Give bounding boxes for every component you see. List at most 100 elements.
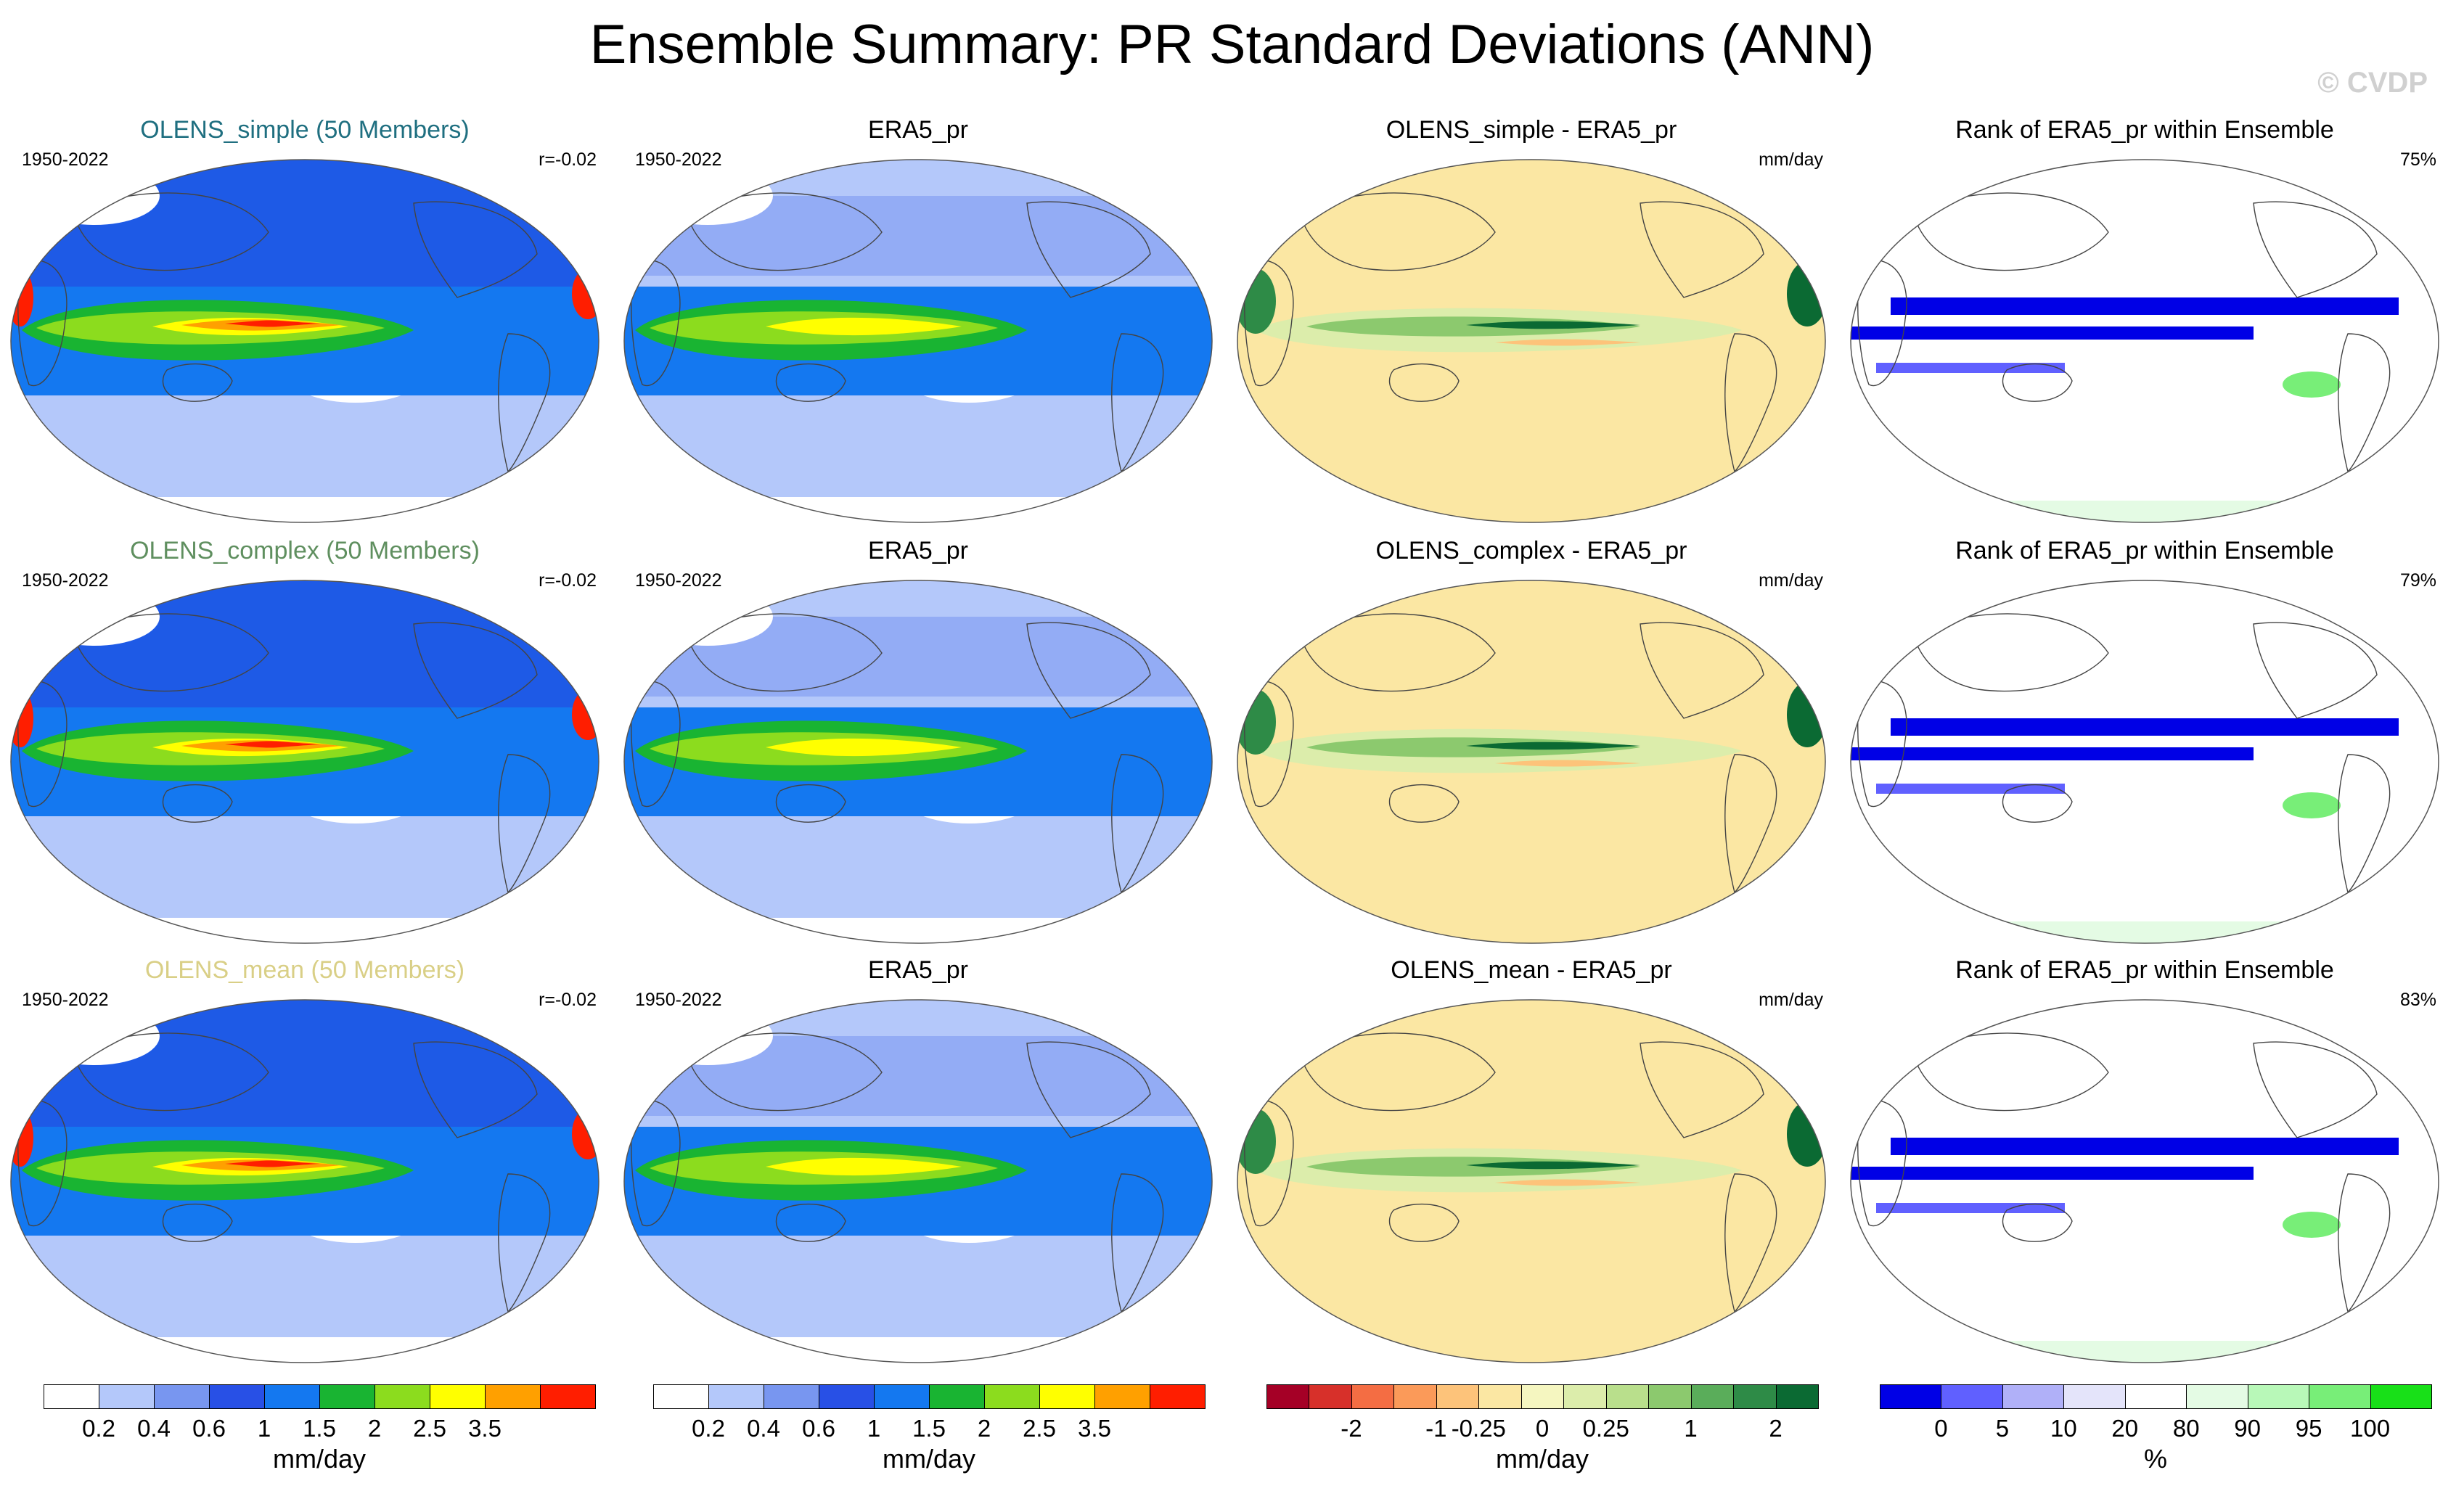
continent-south-america bbox=[1724, 1173, 1777, 1313]
colorbar-swatch bbox=[819, 1384, 875, 1409]
continent-south-america bbox=[2338, 1173, 2391, 1313]
colorbar-tick-label: 1.5 bbox=[303, 1415, 336, 1442]
continent-africa bbox=[631, 259, 681, 387]
continent-south-america bbox=[498, 754, 551, 894]
rank-map bbox=[1850, 999, 2439, 1363]
colorbar-swatch bbox=[1309, 1384, 1352, 1409]
colorbar-tick-label: 1 bbox=[867, 1415, 881, 1442]
continent-asia bbox=[72, 192, 269, 271]
rank-mid-band-south bbox=[1876, 363, 2065, 373]
colorbar-swatch bbox=[708, 1384, 764, 1409]
colorbar-swatch bbox=[1563, 1384, 1607, 1409]
colorbar-swatch bbox=[1520, 1384, 1565, 1409]
map-boundary bbox=[1850, 159, 2439, 523]
continent-asia bbox=[685, 192, 883, 271]
dry-zone-north bbox=[642, 1007, 773, 1065]
colorbar-swatch bbox=[874, 1384, 930, 1409]
continent-africa bbox=[631, 1099, 681, 1227]
dry-zone-north bbox=[29, 1007, 160, 1065]
colorbar-swatch bbox=[44, 1384, 99, 1409]
antarctic-dry-zone bbox=[11, 497, 599, 522]
continent-south-america bbox=[498, 1173, 551, 1313]
colorbar-swatch bbox=[319, 1384, 375, 1409]
rank-high-patch bbox=[2283, 1212, 2341, 1238]
diff-east-edge-positive bbox=[1787, 682, 1825, 747]
colorbar-tick-label: -1 bbox=[1425, 1415, 1447, 1442]
continent-south-america bbox=[498, 333, 551, 473]
continent-north-america bbox=[1026, 1041, 1151, 1138]
colorbar-swatch bbox=[1393, 1384, 1437, 1409]
continent-south-america bbox=[1724, 333, 1777, 473]
colorbar-tick-label: 0.25 bbox=[1582, 1415, 1629, 1442]
panel-title: ERA5_pr bbox=[868, 537, 968, 564]
colorbar-swatch bbox=[2002, 1384, 2065, 1409]
colorbar-swatch bbox=[485, 1384, 541, 1409]
northern-mid-variance-zone bbox=[624, 617, 1212, 697]
colorbar-swatch bbox=[764, 1384, 819, 1409]
colorbar-swatch bbox=[540, 1384, 596, 1409]
colorbar-tick-label: 95 bbox=[2295, 1415, 2322, 1442]
map-boundary bbox=[623, 159, 1213, 523]
model-map bbox=[10, 580, 599, 944]
east-edge-high-variance bbox=[572, 1109, 599, 1159]
colorbar-swatch bbox=[2309, 1384, 2371, 1409]
colorbar-swatch bbox=[984, 1384, 1040, 1409]
colorbar-swatch bbox=[2370, 1384, 2432, 1409]
rank-low-band-equator bbox=[1851, 747, 2254, 760]
rank-high-zone-south bbox=[1851, 1341, 2439, 1363]
continent-north-america bbox=[1026, 201, 1151, 298]
diff-map bbox=[1237, 999, 1826, 1363]
map-boundary bbox=[10, 159, 599, 523]
continent-asia bbox=[1298, 192, 1496, 271]
northern-mid-variance-zone bbox=[624, 1036, 1212, 1116]
panel-corner-label: mm/day bbox=[1759, 149, 1823, 170]
continent-asia bbox=[72, 1032, 269, 1112]
diff-map bbox=[1237, 580, 1826, 944]
rank-low-band-north bbox=[1891, 718, 2399, 736]
panel-rank-row1: Rank of ERA5_pr within Ensemble 75% bbox=[1847, 116, 2442, 530]
period-label: 1950-2022 bbox=[635, 149, 722, 170]
continent-australia bbox=[2002, 1203, 2073, 1242]
continent-australia bbox=[162, 784, 233, 823]
colorbar-tick-label: 0.2 bbox=[692, 1415, 725, 1442]
colorbar-tick-label: 2 bbox=[367, 1415, 382, 1442]
rank-high-zone-south bbox=[1851, 921, 2439, 943]
continent-africa bbox=[17, 259, 67, 387]
colorbar-swatch bbox=[1941, 1384, 2003, 1409]
obs-map bbox=[623, 999, 1213, 1363]
map-boundary bbox=[1237, 580, 1826, 944]
colorbar-tick-label: 3.5 bbox=[1078, 1415, 1111, 1442]
colorbar-tick-label: 1 bbox=[257, 1415, 271, 1442]
panel-corner-label: 83% bbox=[2399, 990, 2436, 1010]
panel-title: OLENS_simple - ERA5_pr bbox=[1386, 116, 1677, 144]
map-boundary bbox=[1850, 999, 2439, 1363]
continent-africa bbox=[1244, 680, 1294, 808]
continent-australia bbox=[1388, 363, 1460, 402]
continent-north-america bbox=[2253, 201, 2378, 298]
panel-corner-label: r=-0.02 bbox=[539, 149, 597, 170]
panel-title: Rank of ERA5_pr within Ensemble bbox=[1955, 956, 2334, 984]
colorbar-swatch bbox=[1266, 1384, 1310, 1409]
rank-low-band-north bbox=[1891, 1138, 2399, 1155]
colorbar-unit: mm/day bbox=[882, 1444, 976, 1474]
itcz-yellow-band bbox=[766, 738, 962, 757]
diff-east-edge-positive bbox=[1787, 261, 1825, 326]
continent-australia bbox=[775, 784, 846, 823]
colorbar-tick-label: 0.4 bbox=[137, 1415, 171, 1442]
panel-title: OLENS_mean - ERA5_pr bbox=[1391, 956, 1672, 984]
map-boundary bbox=[623, 999, 1213, 1363]
cvdp-watermark: © CVDP bbox=[2317, 67, 2428, 99]
colorbar-tick-label: 2 bbox=[1769, 1415, 1782, 1442]
colorbar-unit: mm/day bbox=[1495, 1444, 1589, 1474]
continent-australia bbox=[162, 363, 233, 402]
diff-orange-band bbox=[1495, 339, 1640, 346]
continent-asia bbox=[72, 613, 269, 692]
panel-diff-row2: OLENS_complex - ERA5_pr mm/day bbox=[1234, 537, 1829, 950]
colorbar-tick-label: 5 bbox=[1995, 1415, 2010, 1442]
continent-south-america bbox=[1111, 1173, 1164, 1313]
colorbar-tick-label: 0.6 bbox=[192, 1415, 226, 1442]
rank-high-zone-south bbox=[1851, 501, 2439, 522]
model-map bbox=[10, 999, 599, 1363]
diff-dark-green-band bbox=[1466, 321, 1640, 329]
continent-north-america bbox=[2253, 1041, 2378, 1138]
